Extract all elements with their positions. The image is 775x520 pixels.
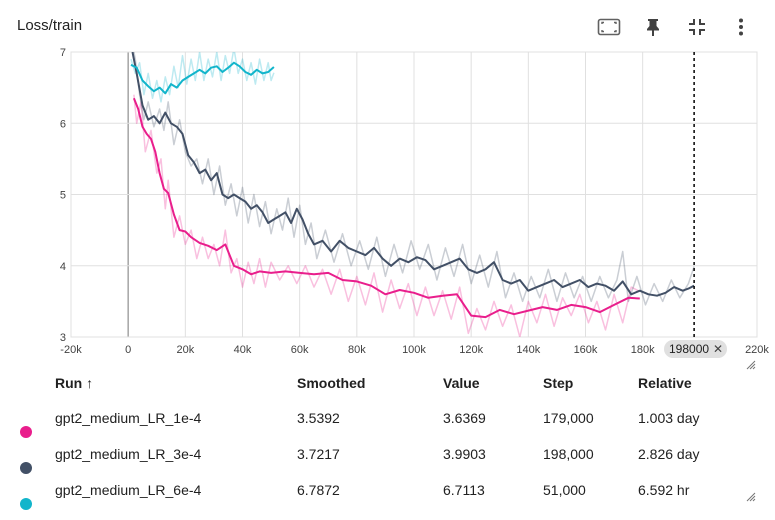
color-column-header — [0, 366, 55, 400]
x-tick-label: -20k — [60, 344, 82, 356]
more-vert-icon — [739, 18, 743, 36]
y-tick-label: 5 — [60, 190, 66, 202]
step-value: 51,000 — [543, 482, 586, 498]
x-tick-label: 80k — [348, 344, 366, 356]
y-tick-label: 6 — [60, 118, 66, 130]
run-name: gpt2_medium_LR_1e-4 — [55, 410, 202, 426]
x-tick-label: 180k — [631, 344, 655, 356]
series-lines — [130, 52, 695, 337]
table-row: gpt2_medium_LR_1e-4 3.5392 3.6369 179,00… — [0, 400, 758, 438]
relative-value: 2.826 day — [638, 446, 700, 462]
relative-value: 6.592 hr — [638, 482, 690, 498]
smoothed-line-gpt2-medium-lr-6e-4 — [130, 61, 275, 95]
pin-button[interactable] — [631, 12, 675, 42]
smoothed-value: 3.5392 — [297, 410, 340, 426]
y-tick-label: 3 — [60, 332, 66, 344]
x-tick-label: 60k — [291, 344, 309, 356]
run-column-header[interactable]: Run ↑ — [55, 366, 297, 400]
raw-value: 3.9903 — [443, 446, 486, 462]
relative-column-header[interactable]: Relative — [638, 375, 692, 391]
x-tick-label: 20k — [176, 344, 194, 356]
raw-value: 6.7113 — [443, 482, 485, 498]
step-value: 179,000 — [543, 410, 594, 426]
smoothed-value: 6.7872 — [297, 482, 340, 498]
y-tick-label: 7 — [60, 47, 66, 59]
step-value: 198,000 — [543, 446, 594, 462]
x-tick-label: 120k — [459, 344, 483, 356]
run-header-label: Run — [55, 375, 83, 391]
step-cursor-chip[interactable]: 198000 ✕ — [664, 340, 728, 358]
smoothed-value: 3.7217 — [297, 446, 340, 462]
value-column-header[interactable]: Value — [443, 375, 480, 391]
table-header-row: Run ↑ Smoothed Value Step Relative — [0, 366, 758, 400]
smoothed-line-gpt2-medium-lr-3e-4 — [131, 52, 695, 297]
resize-handle-icon[interactable] — [746, 360, 756, 370]
table-row: gpt2_medium_LR_3e-4 3.7217 3.9903 198,00… — [0, 436, 758, 474]
run-name: gpt2_medium_LR_6e-4 — [55, 482, 202, 498]
smoothed-line-gpt2-medium-lr-1e-4 — [132, 97, 640, 319]
fit-domain-icon — [597, 18, 621, 36]
sort-arrow-icon: ↑ — [86, 375, 94, 391]
run-color-dot[interactable] — [20, 426, 32, 438]
raw-line-gpt2-medium-lr-6e-4 — [130, 52, 275, 103]
pin-icon — [647, 19, 659, 36]
axis-ticks: -20k 0 20k 40k 60k 80k 100k 120k 140k 160k 180k 220… — [60, 47, 770, 356]
table-row: gpt2_medium_LR_6e-4 6.7872 6.7113 51,000… — [0, 472, 758, 510]
run-color-dot[interactable] — [20, 462, 32, 474]
close-icon[interactable]: ✕ — [713, 342, 724, 356]
x-tick-label: 160k — [574, 344, 598, 356]
x-tick-label: 100k — [402, 344, 426, 356]
smoothed-column-header[interactable]: Smoothed — [297, 375, 366, 391]
step-cursor-label: 198000 — [669, 342, 710, 356]
relative-value: 1.003 day — [638, 410, 700, 426]
card-toolbar — [587, 12, 763, 42]
line-chart[interactable]: -20k 0 20k 40k 60k 80k 100k 120k 140k 160k 180k 220… — [0, 40, 775, 362]
fullsize-button[interactable] — [675, 12, 719, 42]
fit-domain-button[interactable] — [587, 12, 631, 42]
runs-table: Run ↑ Smoothed Value Step Relative gpt2_… — [0, 366, 758, 510]
raw-value: 3.6369 — [443, 410, 486, 426]
step-column-header[interactable]: Step — [543, 375, 574, 391]
run-color-dot[interactable] — [20, 498, 32, 510]
table-resize-handle-icon[interactable] — [746, 492, 756, 502]
x-tick-label: 140k — [516, 344, 540, 356]
x-tick-label: 0 — [125, 344, 131, 356]
x-tick-label: 220k — [745, 344, 769, 356]
raw-line-gpt2-medium-lr-1e-4 — [133, 94, 641, 337]
y-tick-label: 4 — [60, 261, 66, 273]
run-name: gpt2_medium_LR_3e-4 — [55, 446, 202, 462]
collapse-icon — [689, 19, 705, 35]
x-tick-label: 40k — [234, 344, 252, 356]
card-title: Loss/train — [17, 17, 83, 34]
more-button[interactable] — [719, 12, 763, 42]
